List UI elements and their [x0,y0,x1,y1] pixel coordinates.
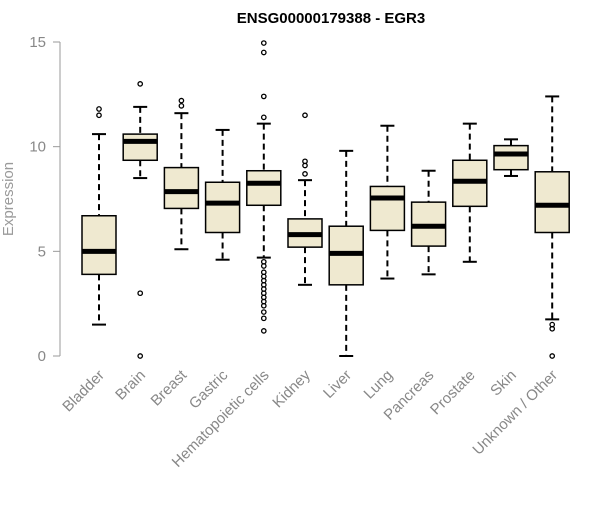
box-group-breast [163,97,200,251]
box-iqr [163,166,200,210]
outlier-point [260,49,267,56]
outlier-point [137,353,144,359]
x-tick-label: Liver [320,367,355,402]
outlier-point [260,328,267,334]
box-group-prostate [452,122,488,263]
y-tick-label-10: 10 [29,139,46,156]
x-tick-label: Prostate [427,367,479,419]
y-tick-label-0: 0 [38,348,46,365]
box-iqr [534,171,570,234]
box-group-unknown-other [534,95,570,359]
outlier-point [137,290,144,297]
outlier-point [302,171,308,177]
outlier-point [96,106,102,112]
outlier-point [137,81,144,87]
outlier-point [302,158,308,165]
x-tick-label: Breast [148,366,191,409]
outlier-point [178,97,185,104]
chart-title: ENSG00000179388 - EGR3 [237,10,425,27]
outlier-point [260,309,267,315]
box-iqr [204,181,241,234]
box-iqr [246,169,282,207]
outlier-point [260,315,267,322]
x-tick-label: Skin [487,367,520,400]
outlier-point [549,353,556,359]
outlier-point [260,302,267,309]
outlier-point [302,112,308,119]
box-iqr [493,144,529,171]
box-group-lung [369,124,406,280]
y-axis-label: Expression [0,162,17,236]
box-group-kidney [287,112,323,286]
box-group-skin [493,138,529,177]
outlier-point [260,114,267,121]
outlier-point [178,102,185,109]
x-tick-label: Bladder [59,367,108,416]
x-tick-label: Kidney [269,366,314,411]
boxes-layer [81,40,570,359]
y-tick-label-15: 15 [29,34,46,51]
x-tick-label: Lung [361,367,397,403]
axes-layer: 0 5 10 15 [29,34,61,365]
outlier-point [260,93,267,100]
outlier-point [549,325,556,332]
box-group-pancreas [410,169,447,276]
box-group-bladder [81,106,117,326]
outlier-point [260,40,267,46]
box-group-brain [122,81,158,359]
box-iqr [369,185,406,232]
outlier-point [260,263,267,269]
box-group-liver [328,149,364,357]
outlier-point [96,112,102,119]
box-group-gastric [204,128,241,261]
x-tick-label: Brain [112,367,149,404]
box-iqr [122,133,158,162]
y-tick-label-5: 5 [38,243,46,260]
box-iqr [81,214,117,276]
box-group-hematopoietic-cells [246,40,282,334]
